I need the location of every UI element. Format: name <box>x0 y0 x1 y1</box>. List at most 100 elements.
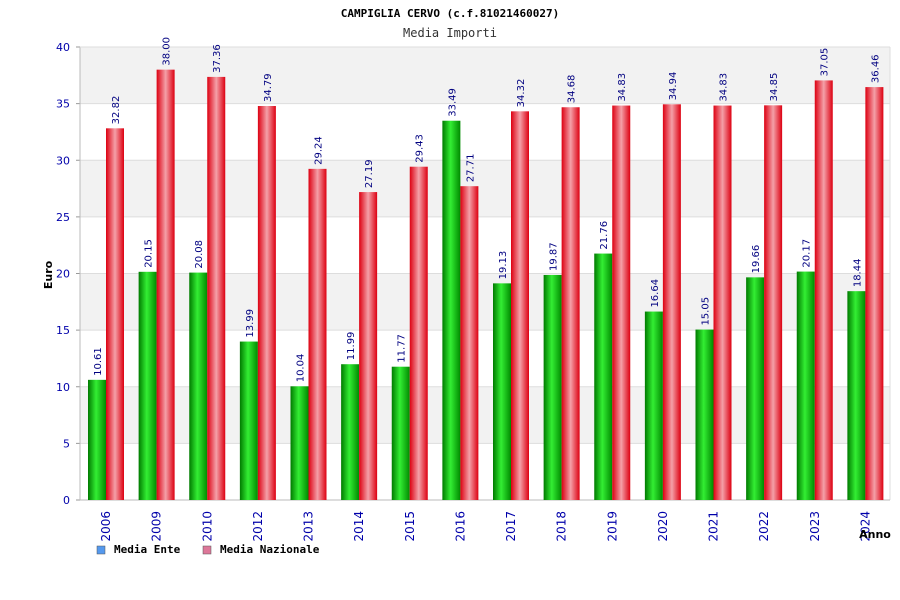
x-tick-label: 2006 <box>99 511 113 542</box>
x-tick-label: 2010 <box>200 511 214 542</box>
x-tick-label: 2021 <box>707 511 721 542</box>
y-tick-label: 5 <box>63 437 70 450</box>
data-label: 34.85 <box>769 73 780 102</box>
x-tick-label: 2013 <box>302 511 316 542</box>
x-axis-title: Anno <box>859 528 891 541</box>
bar-media-nazionale <box>257 106 276 501</box>
x-tick-label: 2014 <box>352 511 366 542</box>
data-label: 20.15 <box>144 239 155 268</box>
y-tick-label: 10 <box>56 381 70 394</box>
y-tick-label: 15 <box>56 324 70 337</box>
x-tick-label: 2015 <box>403 511 417 542</box>
bar-media-ente <box>239 341 258 500</box>
x-tick-label: 2009 <box>150 511 164 542</box>
legend-label-media-nazionale: Media Nazionale <box>220 543 320 556</box>
bar-media-ente <box>746 277 765 500</box>
bar-media-ente <box>796 271 815 500</box>
bar-media-nazionale <box>764 105 783 500</box>
bar-media-ente <box>341 364 360 500</box>
data-label: 38.00 <box>162 37 173 66</box>
data-label: 11.99 <box>346 332 357 361</box>
bar-media-nazionale <box>409 166 428 500</box>
bar-media-nazionale <box>207 76 226 500</box>
bar-media-ente <box>88 379 106 500</box>
data-label: 29.43 <box>415 134 426 163</box>
bar-media-ente <box>695 329 714 500</box>
bar-media-nazionale <box>612 105 631 501</box>
data-label: 19.13 <box>498 251 509 280</box>
y-axis-title: Euro <box>42 260 55 289</box>
y-tick-label: 40 <box>56 41 70 54</box>
bar-media-ente <box>442 120 461 500</box>
data-label: 19.87 <box>549 242 560 271</box>
bar-media-nazionale <box>106 128 124 500</box>
x-tick-label: 2016 <box>453 511 467 542</box>
data-label: 10.61 <box>93 347 104 376</box>
x-tick-label: 2023 <box>808 511 822 542</box>
bar-media-nazionale <box>460 186 479 500</box>
x-tick-label: 2018 <box>555 511 569 542</box>
bar-media-ente <box>290 386 309 500</box>
bar-media-ente <box>391 366 410 500</box>
data-label: 36.46 <box>870 54 881 83</box>
bar-media-nazionale <box>865 87 884 500</box>
data-label: 34.94 <box>668 72 679 101</box>
data-label: 34.79 <box>263 73 274 102</box>
bar-media-ente <box>594 253 613 500</box>
y-tick-label: 35 <box>56 98 70 111</box>
data-label: 11.77 <box>397 334 408 363</box>
bar-media-ente <box>644 311 663 500</box>
bar-media-ente <box>493 283 511 500</box>
bar-media-nazionale <box>308 168 327 500</box>
x-tick-label: 2019 <box>605 511 619 542</box>
y-tick-label: 20 <box>56 268 70 281</box>
data-label: 13.99 <box>245 309 256 338</box>
data-label: 34.83 <box>719 73 730 102</box>
data-label: 10.04 <box>296 354 307 383</box>
plot-area: 0 5 10 15 20 25 30 35 40 10.61 32.82 2006 20.15 38.00… <box>56 37 891 542</box>
data-label: 27.71 <box>465 154 476 183</box>
chart-subtitle: Media Importi <box>403 26 497 40</box>
data-label: 18.44 <box>852 259 863 288</box>
x-tick-label: 2020 <box>656 511 670 542</box>
legend-swatch-media-nazionale <box>202 545 212 555</box>
data-label: 34.68 <box>567 75 578 104</box>
data-label: 27.19 <box>364 159 375 188</box>
data-label: 15.05 <box>701 297 712 326</box>
data-label: 37.05 <box>820 48 831 77</box>
y-tick-label: 25 <box>56 211 70 224</box>
data-label: 33.49 <box>447 88 458 117</box>
chart-title: CAMPIGLIA CERVO (c.f.81021460027) <box>341 7 560 20</box>
legend-swatch-media-ente <box>96 545 106 555</box>
bar-media-nazionale <box>156 69 175 501</box>
bar-media-nazionale <box>561 107 580 501</box>
bar-media-ente <box>189 272 208 500</box>
data-label: 21.76 <box>599 221 610 250</box>
x-tick-label: 2022 <box>757 511 771 542</box>
legend: Media Ente Media Nazionale <box>96 543 320 556</box>
legend-label-media-ente: Media Ente <box>114 543 181 556</box>
x-tick-label: 2017 <box>504 511 518 542</box>
bar-media-nazionale <box>511 111 529 501</box>
x-tick-label: 2024 <box>858 511 872 542</box>
bar-media-nazionale <box>814 80 833 500</box>
data-label: 34.32 <box>516 79 527 108</box>
data-label: 37.36 <box>212 44 223 73</box>
y-tick-label: 0 <box>63 494 70 507</box>
data-label: 32.82 <box>111 96 122 125</box>
data-label: 20.17 <box>802 239 813 268</box>
bar-media-nazionale <box>662 104 681 500</box>
data-label: 20.08 <box>194 240 205 269</box>
bar-media-ente <box>543 274 562 500</box>
bar-media-ente <box>847 291 866 500</box>
y-tick-label: 30 <box>56 154 70 167</box>
data-label: 29.24 <box>314 136 325 165</box>
x-tick-label: 2012 <box>251 511 265 542</box>
data-label: 19.66 <box>751 245 762 274</box>
bar-media-ente <box>138 271 157 500</box>
bar-media-nazionale <box>713 105 732 501</box>
data-label: 16.64 <box>650 279 661 308</box>
bar-media-nazionale <box>359 192 378 501</box>
data-label: 34.83 <box>617 73 628 102</box>
